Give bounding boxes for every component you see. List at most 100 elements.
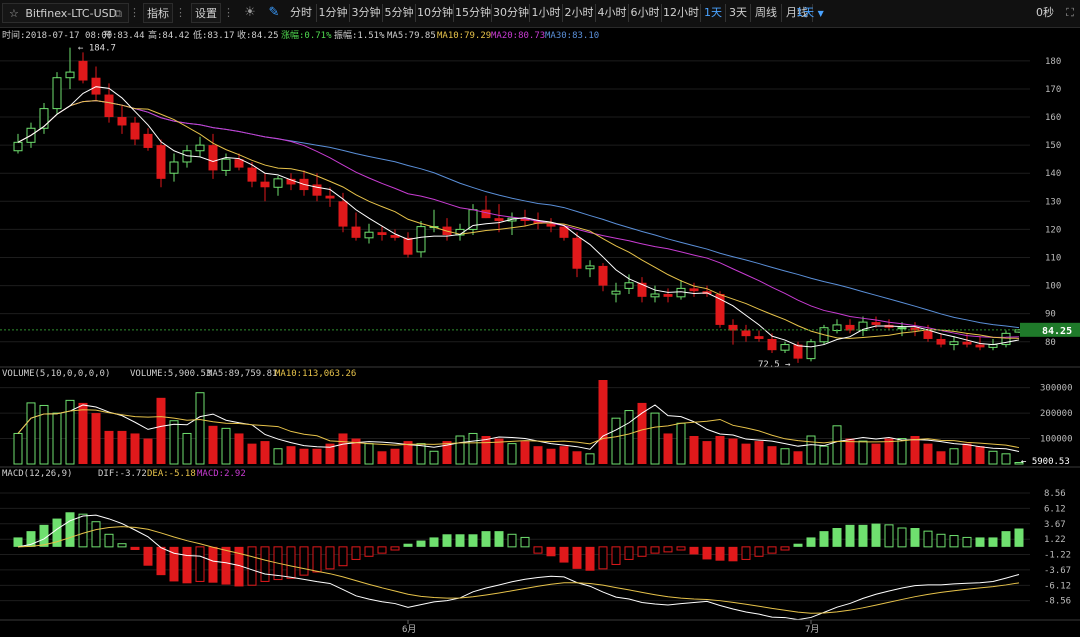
macd-bar — [494, 531, 504, 547]
info-amplitude: 振幅:1.51% — [334, 29, 385, 41]
volume-bar — [728, 438, 738, 464]
volume-bar — [637, 402, 647, 464]
timeframe-3天[interactable]: 3天 — [729, 6, 747, 19]
indicators-button[interactable]: 指标 — [143, 3, 173, 23]
macd-bar — [741, 546, 751, 560]
macd-tick-label: 1.22 — [1044, 535, 1066, 545]
fullscreen-icon[interactable]: ⛶ — [1066, 6, 1074, 19]
candle-body — [91, 77, 101, 95]
volume-bar — [910, 436, 920, 464]
price-tick-label: 100 — [1045, 282, 1061, 292]
ma20-line — [17, 100, 1020, 338]
volume-bar — [338, 433, 348, 464]
volume-bar — [663, 433, 673, 464]
macd-bar — [286, 546, 296, 579]
macd-bar — [26, 531, 36, 547]
timeframe-周线[interactable]: 周线 — [755, 6, 777, 19]
macd-tick-label: 6.12 — [1044, 504, 1066, 514]
timeframe-3分钟[interactable]: 3分钟 — [351, 6, 381, 19]
volume-tick-label: 200000 — [1040, 409, 1073, 419]
volume-bar — [988, 450, 998, 465]
volume-bar — [416, 443, 426, 465]
candle-body — [39, 108, 49, 129]
volume-bar — [650, 412, 660, 465]
timeframe-12小时[interactable]: 12小时 — [663, 6, 699, 19]
volume-bar — [52, 412, 62, 465]
timeframe-5分钟[interactable]: 5分钟 — [384, 6, 414, 19]
volume-tick-label: 100000 — [1040, 435, 1073, 445]
macd-value: MACD:2.92 — [197, 469, 246, 479]
macd-bar — [312, 546, 322, 573]
macd-bar — [754, 546, 764, 557]
volume-bar — [793, 451, 803, 464]
timeframe-2小时[interactable]: 2小时 — [564, 6, 594, 19]
star-icon[interactable]: ☆ — [9, 7, 19, 20]
timeframe-1小时[interactable]: 1小时 — [531, 6, 561, 19]
macd-bar — [182, 546, 192, 584]
candle-body — [1001, 332, 1011, 346]
macd-bar — [91, 521, 101, 548]
volume-bar — [689, 436, 699, 464]
month-label: 7月 — [805, 624, 819, 635]
volume-bar — [546, 448, 556, 464]
timeframe-dropdown[interactable]: 1天 ▼ — [790, 3, 830, 23]
volume-value: VOLUME:5,900.53 — [130, 369, 211, 379]
candle-body — [390, 235, 400, 238]
volume-bar — [884, 438, 894, 464]
settings-button[interactable]: 设置 — [191, 3, 221, 23]
macd-bar — [897, 527, 907, 548]
macd-bar — [637, 546, 647, 557]
volume-bar — [455, 435, 465, 465]
macd-tick-label: 8.56 — [1044, 489, 1066, 499]
macd-pane: 8.56 6.12 3.67 1.22 -1.22 -3.67 -6.12 -8.56 MAC… — [0, 469, 1071, 621]
candle-body — [481, 209, 491, 219]
theme-icon[interactable]: ☀ — [244, 5, 256, 20]
volume-bar — [897, 438, 907, 465]
draw-pencil-icon[interactable]: ✎ — [268, 5, 280, 20]
timeframe-30分钟[interactable]: 30分钟 — [493, 6, 529, 19]
timeframe-月线[interactable]: 月线 — [786, 6, 808, 19]
symbol-selector[interactable]: ☆ Bitfinex-LTC-USD ⧉ — [2, 3, 129, 23]
macd-bar — [390, 546, 400, 551]
low-marker: 72.5 → — [758, 360, 791, 370]
candle-body — [65, 71, 75, 79]
timeframe-分时[interactable]: 分时 — [290, 6, 312, 19]
price-tick-label: 170 — [1045, 85, 1061, 95]
macd-bar — [39, 524, 49, 547]
timeframe-10分钟[interactable]: 10分钟 — [417, 6, 453, 19]
macd-bar — [299, 546, 309, 576]
volume-bar — [104, 430, 114, 464]
volume-bar — [260, 441, 270, 464]
external-link-icon[interactable]: ⧉ — [114, 7, 122, 20]
macd-dea: DEA:-5.18 — [147, 469, 196, 479]
macd-bar — [351, 546, 361, 560]
macd-bar — [507, 533, 517, 548]
candle-body — [260, 181, 270, 188]
timeframe-4小时[interactable]: 4小时 — [597, 6, 627, 19]
ma10-line — [17, 100, 1020, 339]
volume-bar — [559, 446, 569, 464]
volume-bar — [312, 448, 322, 464]
volume-bar — [676, 422, 686, 465]
toolbar-separator — [661, 4, 662, 22]
timeframe-1天[interactable]: 1天 — [704, 6, 722, 19]
volume-bar — [403, 441, 413, 464]
kline-chart[interactable]: 80 90 100 110 120 130 140 150 160 170 180 84.25 ← … — [0, 28, 1080, 637]
settings-more-icon[interactable]: ⋮ — [223, 6, 234, 19]
macd-bar — [767, 546, 777, 554]
timeframe-1分钟[interactable]: 1分钟 — [318, 6, 348, 19]
timeframe-6小时[interactable]: 6小时 — [630, 6, 660, 19]
candle-body — [780, 344, 790, 351]
more-icon[interactable]: ⋮ — [129, 6, 140, 19]
candle-body — [13, 141, 23, 152]
macd-bar — [195, 546, 205, 582]
volume-bar — [91, 413, 101, 464]
indicators-more-icon[interactable]: ⋮ — [175, 6, 186, 19]
info-change: 涨幅:0.71% — [281, 29, 332, 41]
candle-body — [273, 178, 283, 188]
macd-bar — [884, 524, 894, 548]
macd-bar — [377, 546, 387, 554]
timeframe-15分钟[interactable]: 15分钟 — [455, 6, 491, 19]
volume-bar — [715, 436, 725, 464]
candle-body — [728, 324, 738, 331]
